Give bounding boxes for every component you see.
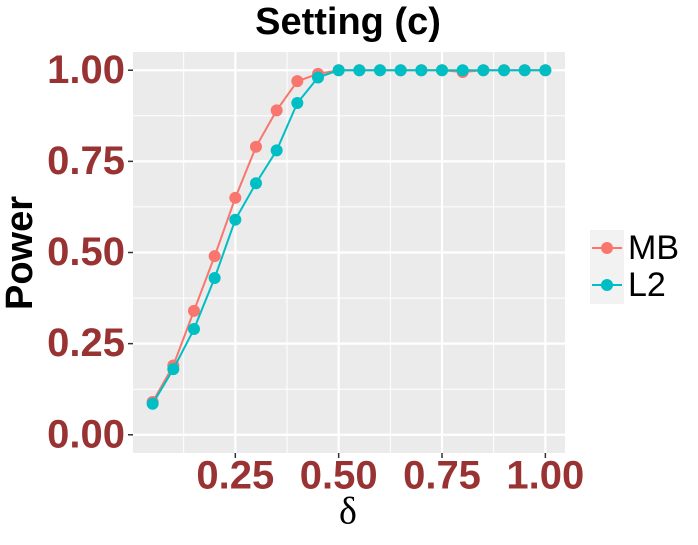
data-point bbox=[415, 64, 428, 77]
data-point bbox=[208, 272, 221, 285]
data-point bbox=[311, 71, 324, 84]
y-tick-label: 0.75 bbox=[47, 139, 125, 183]
data-point bbox=[332, 64, 345, 77]
x-tick-label: 0.50 bbox=[300, 454, 378, 498]
y-tick-label: 0.00 bbox=[47, 412, 125, 456]
y-axis-label: Power bbox=[0, 196, 41, 310]
y-tick-label: 1.00 bbox=[47, 48, 125, 92]
legend-key-background bbox=[590, 230, 624, 304]
chart-title: Setting (c) bbox=[255, 1, 441, 43]
legend-key-point bbox=[601, 242, 613, 254]
legend-key-point bbox=[601, 279, 613, 291]
data-point bbox=[187, 304, 200, 317]
legend-label: MB bbox=[628, 229, 679, 267]
data-point bbox=[229, 213, 242, 226]
data-point bbox=[249, 177, 262, 190]
data-point bbox=[270, 104, 283, 117]
data-point bbox=[456, 64, 469, 77]
data-point bbox=[167, 363, 180, 376]
data-point bbox=[374, 64, 387, 77]
legend-label: L2 bbox=[628, 266, 666, 304]
data-point bbox=[249, 140, 262, 153]
data-point bbox=[498, 64, 511, 77]
x-tick-label: 0.25 bbox=[196, 454, 274, 498]
data-point bbox=[291, 97, 304, 110]
data-point bbox=[270, 144, 283, 157]
data-point bbox=[291, 75, 304, 88]
data-point bbox=[146, 397, 159, 410]
data-point bbox=[229, 191, 242, 204]
x-tick-label: 1.00 bbox=[506, 454, 584, 498]
y-tick-label: 0.50 bbox=[47, 230, 125, 274]
x-tick-label: 0.75 bbox=[403, 454, 481, 498]
data-point bbox=[208, 250, 221, 263]
data-point bbox=[353, 64, 366, 77]
data-point bbox=[436, 64, 449, 77]
data-point bbox=[539, 64, 552, 77]
x-axis-label: δ bbox=[339, 491, 357, 533]
data-point bbox=[394, 64, 407, 77]
data-point bbox=[518, 64, 531, 77]
y-tick-label: 0.25 bbox=[47, 321, 125, 365]
data-point bbox=[187, 323, 200, 336]
data-point bbox=[477, 64, 490, 77]
